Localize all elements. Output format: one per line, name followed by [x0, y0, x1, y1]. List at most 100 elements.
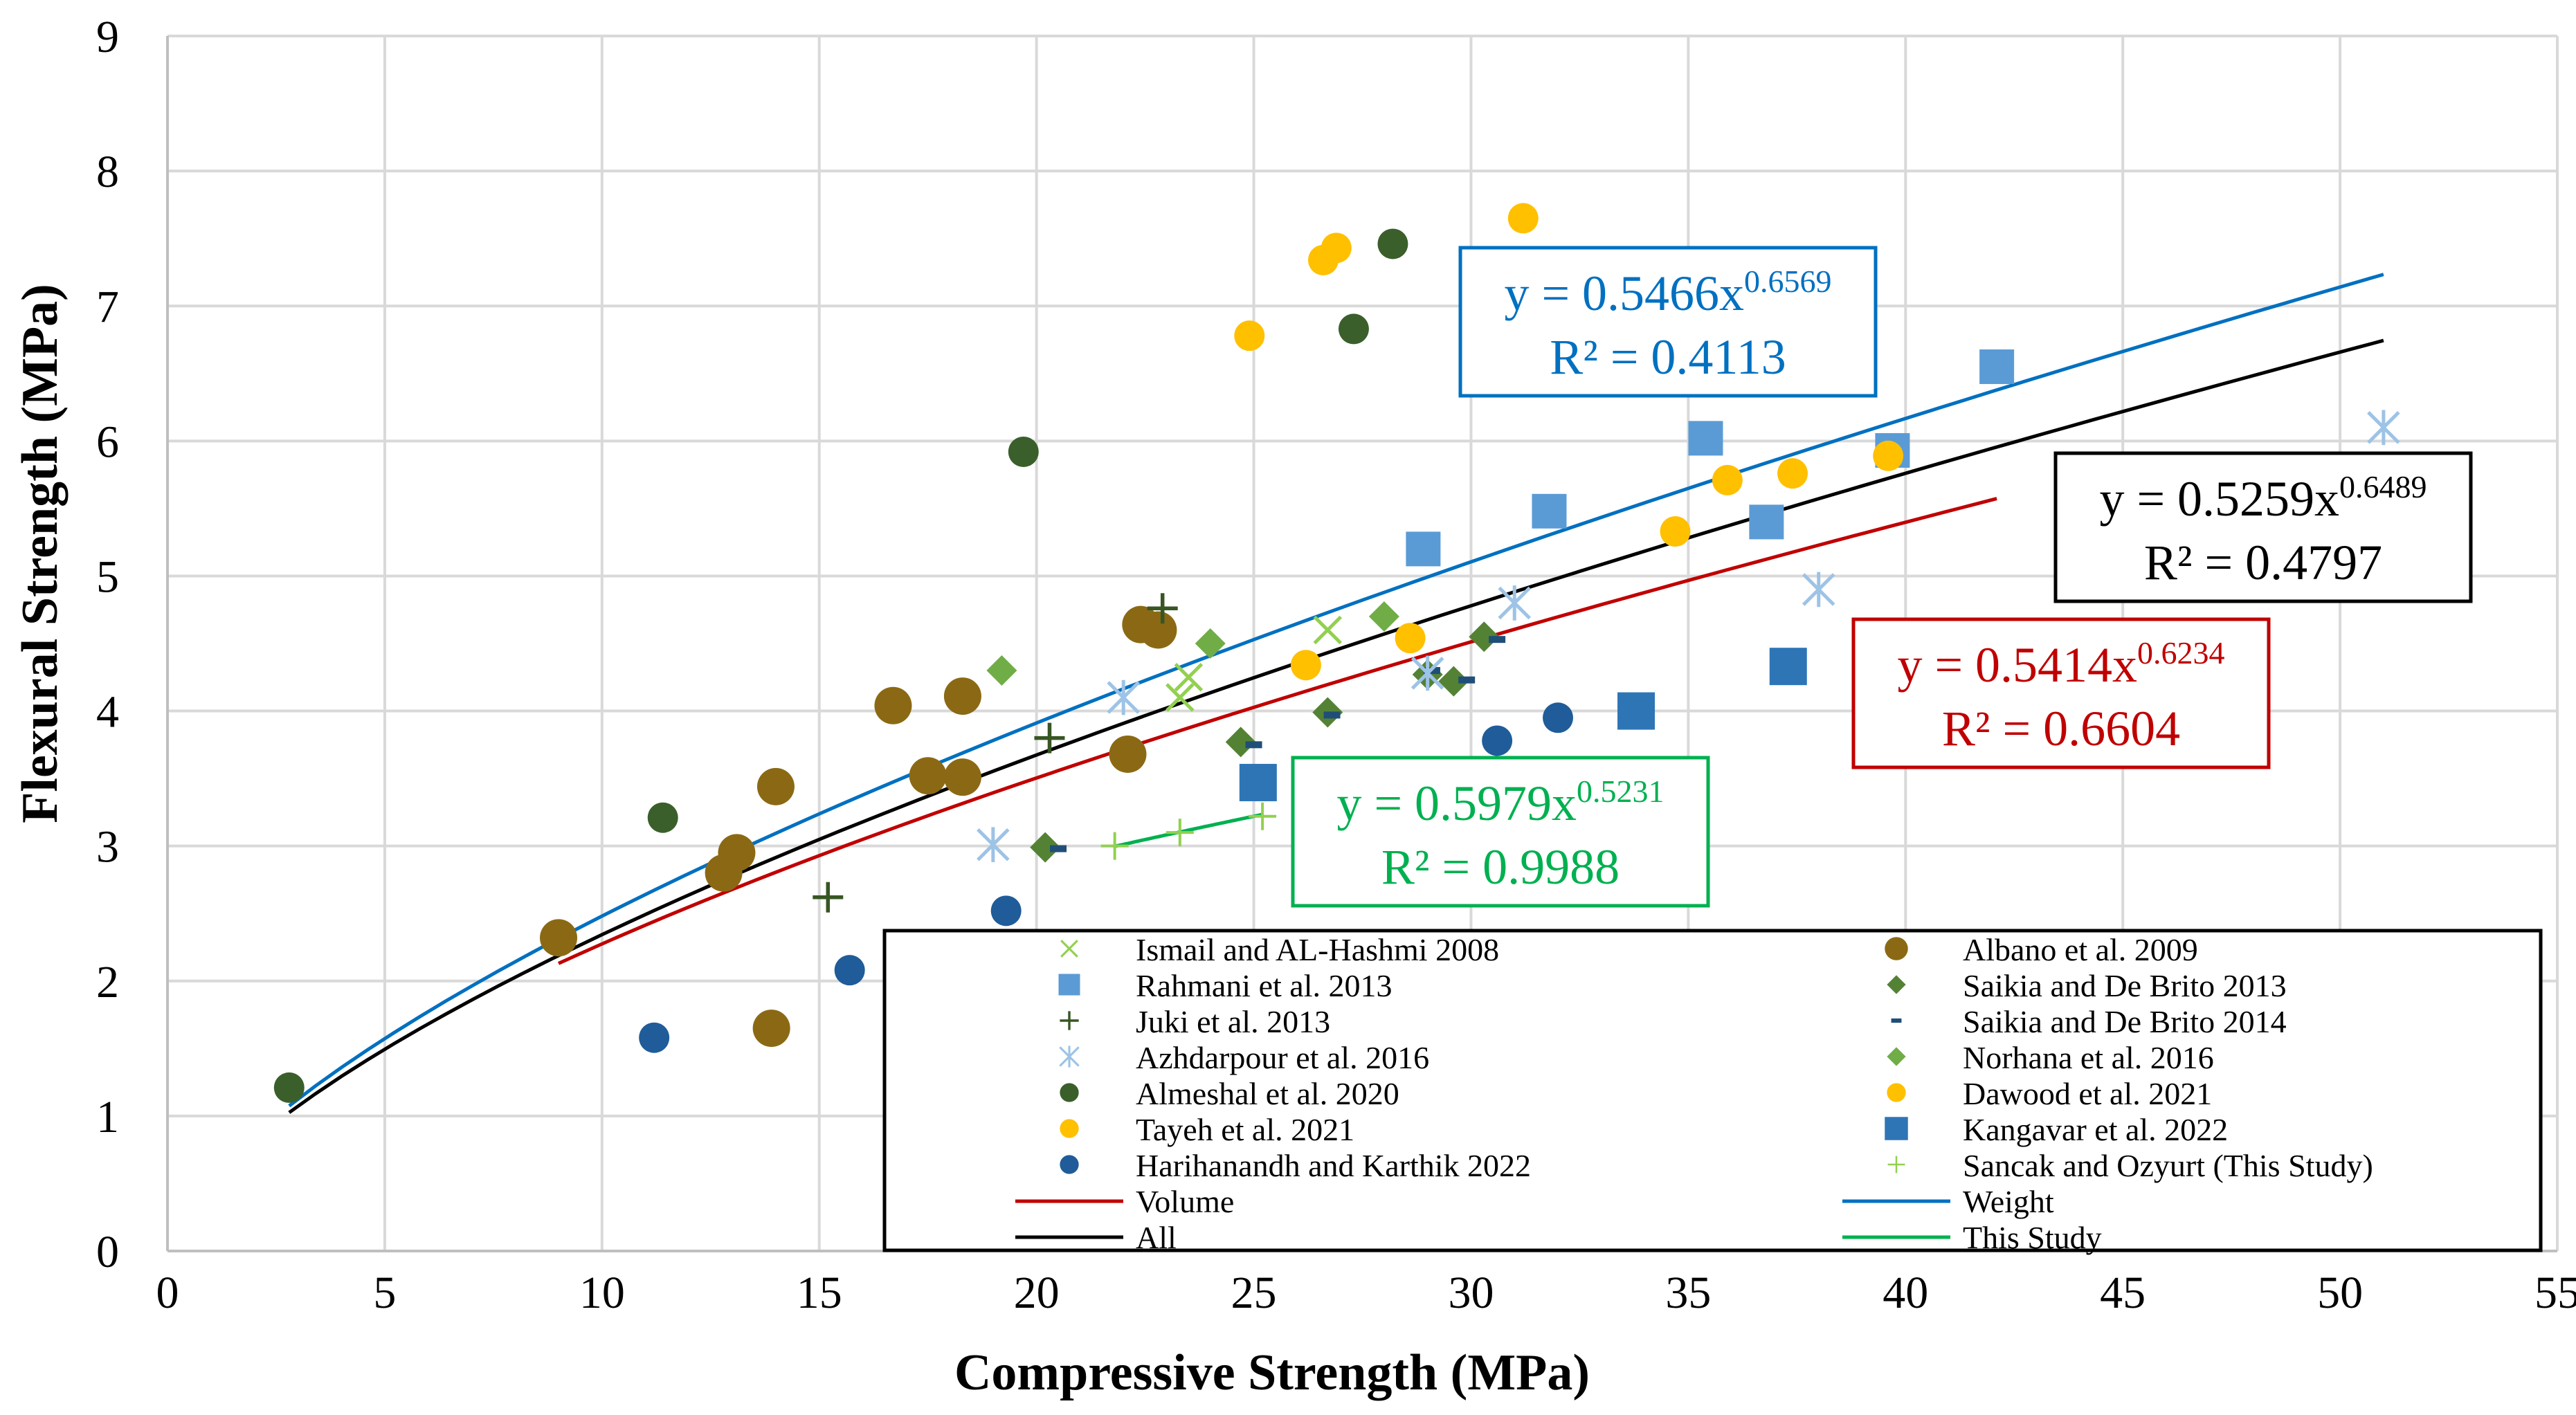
data-point — [1139, 611, 1177, 649]
equation-box-frame — [1458, 246, 1878, 398]
y-tick-label: 6 — [96, 417, 119, 467]
data-point — [1165, 683, 1195, 712]
data-point — [834, 955, 865, 986]
data-point — [1368, 601, 1399, 632]
legend-marker — [1059, 1046, 1080, 1068]
legend-marker — [1058, 974, 1080, 996]
legend-marker — [1887, 975, 1906, 994]
legend-item-weight: Weight — [1842, 1184, 2054, 1219]
data-point — [1458, 676, 1476, 684]
x-tick-label: 35 — [1665, 1268, 1711, 1318]
series-azhdarpour-et-al-2016 — [977, 410, 2400, 863]
legend-marker — [1887, 1047, 1906, 1066]
r-squared-text: R² = 0.6604 — [1942, 701, 2180, 756]
data-point — [1482, 725, 1513, 756]
legend-label: Tayeh et al. 2021 — [1136, 1112, 1354, 1147]
fit-line-volume — [557, 497, 1997, 965]
legend-marker — [1891, 1018, 1902, 1023]
equation-box-this-study: y = 0.5979x0.5231 R² = 0.9988 — [1291, 756, 1710, 908]
data-point — [1507, 203, 1539, 234]
legend-item-tayeh-et-al-2021: Tayeh et al. 2021 — [1060, 1112, 1354, 1147]
data-point — [1411, 655, 1444, 691]
legend-marker — [1060, 1083, 1079, 1102]
series-albano-et-al-2009 — [540, 605, 1177, 1048]
y-tick-label: 0 — [96, 1227, 119, 1277]
data-point — [718, 834, 756, 872]
equation-text: y = 0.5414x0.6234 — [1897, 635, 2224, 693]
series-sancak-and-ozyurt-this-study — [1100, 802, 1277, 860]
data-point — [1321, 232, 1352, 264]
data-point — [1489, 636, 1506, 643]
fit-line-this-study — [1114, 812, 1263, 848]
equation-text: y = 0.5259x0.6489 — [2099, 469, 2427, 527]
data-point — [1469, 621, 1500, 652]
data-point — [1234, 320, 1265, 352]
equation-box-frame — [2053, 451, 2473, 603]
y-tick-label: 2 — [96, 957, 119, 1007]
data-point — [1290, 650, 1321, 681]
x-tick-label: 10 — [579, 1268, 625, 1318]
y-tick-label: 5 — [96, 551, 119, 602]
y-tick-label: 4 — [96, 687, 119, 738]
data-point — [1395, 623, 1426, 654]
legend-label: Albano et al. 2009 — [1963, 932, 2198, 967]
data-point — [1249, 802, 1277, 830]
legend-label: Volume — [1136, 1184, 1234, 1219]
data-point — [1034, 722, 1065, 754]
data-point — [1543, 702, 1574, 733]
data-point — [756, 767, 795, 805]
data-point — [1050, 845, 1067, 852]
x-tick-label: 25 — [1231, 1268, 1277, 1318]
legend-label: Rahmani et al. 2013 — [1136, 968, 1392, 1003]
data-point — [1802, 572, 1835, 608]
y-tick-label: 8 — [96, 147, 119, 197]
equation-box-all: y = 0.5259x0.6489 R² = 0.4797 — [2053, 451, 2473, 603]
legend-label: Almeshal et al. 2020 — [1136, 1076, 1399, 1111]
data-points — [273, 203, 2400, 1103]
legend-item-norhana-et-al-2016: Norhana et al. 2016 — [1887, 1040, 2214, 1075]
legend-label: Weight — [1963, 1184, 2054, 1219]
legend-item-albano-et-al-2009: Albano et al. 2009 — [1885, 932, 2198, 967]
legend-item-saikia-and-de-brito-2014: Saikia and De Brito 2014 — [1891, 1004, 2287, 1039]
legend-item-sancak-and-ozyurt-this-study: Sancak and Ozyurt (This Study) — [1887, 1148, 2373, 1183]
r-squared-text: R² = 0.4797 — [2144, 535, 2382, 590]
data-point — [1338, 313, 1369, 345]
legend-label: Kangavar et al. 2022 — [1963, 1112, 2228, 1147]
legend: Ismail and AL-Hashmi 2008 Albano et al. 2… — [882, 929, 2543, 1255]
data-point — [1107, 679, 1140, 715]
x-axis-title: Compressive Strength (MPa) — [954, 1344, 1590, 1401]
legend-frame — [882, 929, 2543, 1252]
equation-text: y = 0.5466x0.6569 — [1504, 264, 1831, 321]
legend-marker — [1885, 1117, 1908, 1140]
data-point — [1979, 349, 2015, 385]
legend-label: Saikia and De Brito 2014 — [1963, 1004, 2287, 1039]
y-tick-label: 9 — [96, 12, 119, 62]
data-point — [943, 758, 981, 796]
series-ismail-and-al-hashmi-2008 — [1165, 615, 1343, 712]
legend-item-volume: Volume — [1015, 1184, 1234, 1219]
data-point — [273, 1072, 305, 1103]
data-point — [2367, 410, 2400, 446]
series-tayeh-et-al-2021 — [1234, 203, 1539, 352]
legend-label: Ismail and AL-Hashmi 2008 — [1136, 932, 1499, 967]
fit-line-all — [288, 338, 2384, 1114]
x-tick-label: 55 — [2534, 1268, 2576, 1318]
data-point — [1406, 531, 1441, 567]
legend-label: All — [1136, 1220, 1177, 1255]
data-point — [986, 655, 1017, 686]
data-point — [1712, 464, 1743, 495]
data-point — [1617, 692, 1656, 730]
r-squared-text: R² = 0.9988 — [1381, 839, 1620, 895]
legend-item-dawood-et-al-2021: Dawood et al. 2021 — [1887, 1076, 2212, 1111]
series-kangavar-et-al-2022 — [1239, 648, 1807, 801]
data-point — [1165, 819, 1194, 847]
data-point — [1777, 458, 1808, 489]
legend-item-rahmani-et-al-2013: Rahmani et al. 2013 — [1058, 968, 1392, 1003]
trend-lines — [288, 273, 2384, 1114]
data-point — [1245, 741, 1262, 749]
data-point — [1660, 516, 1691, 547]
data-point — [1688, 421, 1723, 456]
legend-item-almeshal-et-al-2020: Almeshal et al. 2020 — [1060, 1076, 1399, 1111]
